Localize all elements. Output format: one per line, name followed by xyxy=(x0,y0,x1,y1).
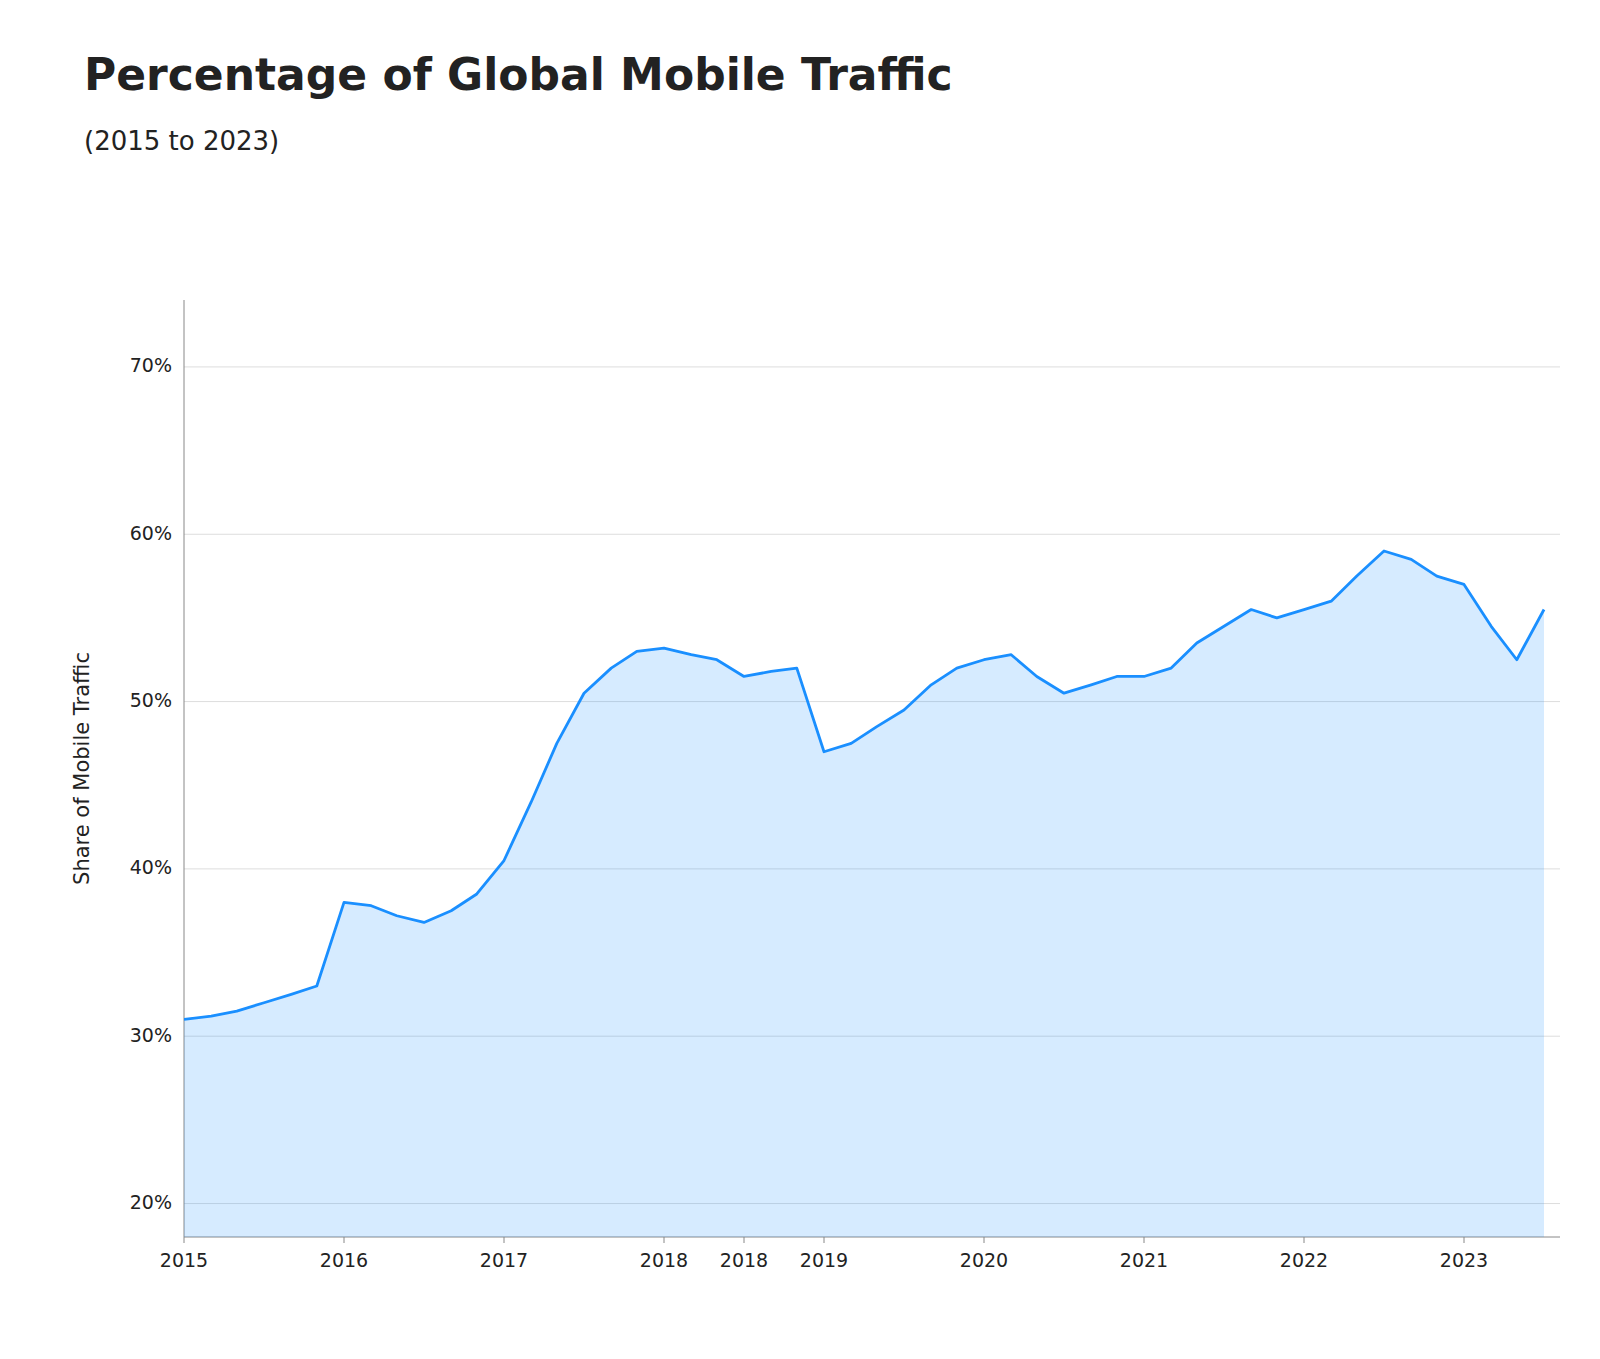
y-tick-label: 60% xyxy=(130,522,172,544)
y-tick-label: 40% xyxy=(130,856,172,878)
y-tick-label: 30% xyxy=(130,1024,172,1046)
chart: Percentage of Global Mobile Traffic (2015… xyxy=(0,0,1600,1359)
x-tick-label: 2015 xyxy=(160,1249,208,1271)
x-tick-label: 2022 xyxy=(1280,1249,1328,1271)
x-tick xyxy=(504,1237,505,1243)
x-tick-label: 2020 xyxy=(960,1249,1008,1271)
x-tick-label: 2018 xyxy=(640,1249,688,1271)
y-tick-label: 20% xyxy=(130,1191,172,1213)
title: Percentage of Global Mobile Traffic xyxy=(84,49,953,100)
grid-line xyxy=(184,534,1560,535)
x-tick xyxy=(744,1237,745,1243)
x-tick xyxy=(1144,1237,1145,1243)
data-area xyxy=(184,551,1544,1237)
x-tick xyxy=(984,1237,985,1243)
x-tick xyxy=(824,1237,825,1243)
area xyxy=(184,551,1544,1237)
x-tick xyxy=(664,1237,665,1243)
y-tick-label: 70% xyxy=(130,354,172,376)
x-tick xyxy=(1464,1237,1465,1243)
x-tick-label: 2016 xyxy=(320,1249,368,1271)
x-tick xyxy=(1304,1237,1305,1243)
x-tick-label: 2017 xyxy=(480,1249,528,1271)
y-tick-label: 50% xyxy=(130,689,172,711)
y-axis-label: Share of Mobile Traffic xyxy=(70,652,94,885)
x-tick-label: 2019 xyxy=(800,1249,848,1271)
grid-line xyxy=(184,366,1560,367)
x-tick xyxy=(184,1237,185,1243)
subtitle: (2015 to 2023) xyxy=(84,126,279,156)
x-tick-label: 2018 xyxy=(720,1249,768,1271)
x-tick xyxy=(344,1237,345,1243)
line xyxy=(184,551,1544,1020)
x-tick-label: 2023 xyxy=(1440,1249,1488,1271)
x-tick-label: 2021 xyxy=(1120,1249,1168,1271)
